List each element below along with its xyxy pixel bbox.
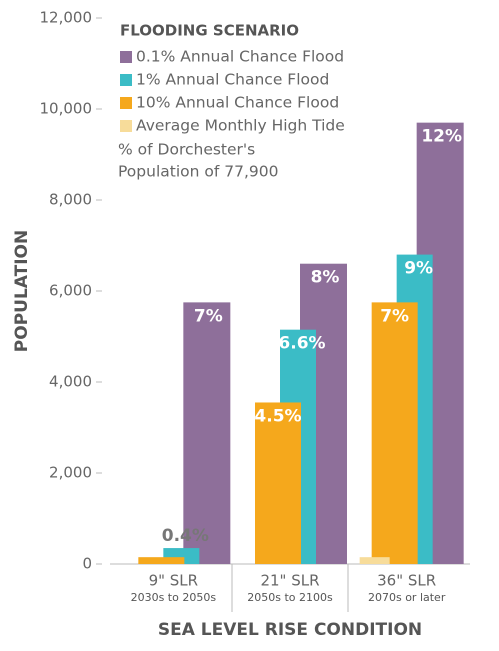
value-label: 4.5% — [254, 406, 301, 426]
legend-label: 0.1% Annual Chance Flood — [136, 48, 344, 66]
legend-title: FLOODING SCENARIO — [120, 22, 299, 40]
legend-note: Population of 77,900 — [118, 163, 278, 181]
y-tick-label: 4,000 — [49, 373, 92, 391]
bar — [255, 402, 301, 564]
bar — [371, 302, 418, 564]
y-tick-label: 6,000 — [49, 282, 92, 300]
legend-label: 1% Annual Chance Flood — [136, 71, 329, 89]
value-label: 7% — [380, 306, 409, 326]
y-tick-label: 0 — [82, 555, 92, 573]
bar — [138, 557, 185, 564]
x-tick-label: 9" SLR — [149, 572, 199, 590]
legend-swatch — [120, 74, 132, 86]
x-tick-sublabel: 2030s to 2050s — [131, 591, 217, 604]
legend-label: 10% Annual Chance Flood — [136, 94, 339, 112]
y-tick-label: 2,000 — [49, 464, 92, 482]
y-tick-label: 8,000 — [49, 191, 92, 209]
legend-swatch — [120, 51, 132, 63]
x-axis-title: SEA LEVEL RISE CONDITION — [158, 620, 422, 640]
legend-label: Average Monthly High Tide — [136, 117, 345, 135]
value-label: 8% — [311, 268, 340, 288]
value-label: 7% — [194, 306, 223, 326]
y-tick-label: 12,000 — [40, 9, 93, 27]
value-label: 0.4% — [162, 526, 209, 546]
legend-swatch — [120, 97, 132, 109]
value-label: 6.6% — [278, 334, 325, 354]
value-label: 12% — [421, 127, 462, 147]
x-tick-sublabel: 2070s or later — [368, 591, 446, 604]
x-tick-sublabel: 2050s to 2100s — [247, 591, 333, 604]
value-label: 9% — [404, 259, 433, 279]
x-tick-label: 21" SLR — [260, 572, 319, 590]
bar — [183, 302, 231, 564]
legend-note: % of Dorchester's — [118, 141, 255, 159]
y-axis-title: POPULATION — [12, 230, 32, 352]
legend-swatch — [120, 120, 132, 132]
y-tick-label: 10,000 — [40, 100, 93, 118]
x-tick-label: 36" SLR — [377, 572, 436, 590]
bar — [359, 557, 390, 564]
